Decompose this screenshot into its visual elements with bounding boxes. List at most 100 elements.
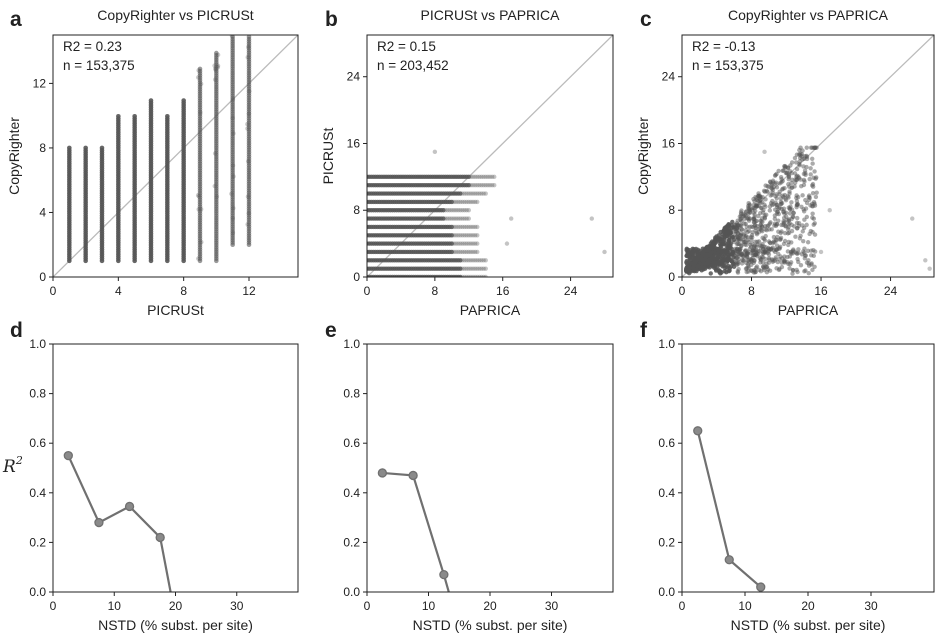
data-point — [794, 226, 800, 231]
axes-frame — [366, 34, 614, 278]
point-column — [165, 114, 170, 264]
data-point — [776, 267, 782, 273]
point-column — [148, 98, 154, 264]
data-point — [464, 274, 469, 277]
data-point — [750, 248, 755, 254]
data-point — [489, 174, 495, 180]
data-point — [786, 195, 791, 200]
data-point — [735, 231, 741, 236]
data-point — [468, 266, 474, 271]
data-point — [466, 174, 471, 180]
data-point — [801, 249, 806, 254]
y-tick-label: 24 — [662, 70, 676, 84]
data-point — [481, 266, 486, 271]
outlier-point — [509, 216, 514, 221]
data-point — [212, 63, 217, 68]
data-point — [684, 258, 690, 264]
data-point — [780, 187, 785, 192]
data-point — [744, 260, 749, 266]
data-point — [481, 258, 486, 263]
data-point — [483, 183, 488, 188]
axes-frame — [681, 343, 935, 593]
data-point — [810, 190, 816, 196]
data-point — [774, 243, 780, 248]
data-point — [734, 246, 740, 251]
x-tick-label: 0 — [364, 284, 371, 298]
axes-frame — [52, 34, 299, 278]
y-tick-label: 16 — [347, 136, 361, 150]
data-point — [181, 98, 186, 103]
outlier-point — [923, 258, 928, 263]
data-point — [735, 218, 740, 223]
data-point — [464, 266, 469, 271]
data-point — [708, 250, 714, 256]
data-point — [196, 194, 201, 199]
data-point — [772, 216, 778, 222]
data-point — [798, 145, 803, 150]
data-point — [445, 208, 450, 213]
data-point — [470, 199, 476, 205]
y-tick-label: 1.0 — [29, 337, 46, 351]
data-point — [453, 224, 459, 230]
y-axis-label: CopyRighter — [635, 117, 651, 195]
data-point — [791, 210, 796, 216]
data-point — [743, 235, 748, 240]
data-point — [794, 152, 800, 157]
data-point — [744, 209, 749, 214]
y-tick-label: 0.6 — [343, 436, 360, 450]
data-point — [462, 191, 467, 196]
data-point — [753, 239, 758, 245]
data-point — [466, 199, 471, 205]
data-point — [487, 174, 493, 180]
y-tick-label: 0.2 — [658, 535, 675, 549]
data-point — [730, 261, 736, 266]
data-point — [464, 258, 469, 263]
panel-label-d: d — [10, 319, 23, 342]
data-point — [718, 248, 724, 253]
data-point — [451, 249, 457, 255]
data-point — [481, 174, 486, 180]
data-marker — [94, 517, 104, 528]
point-row — [367, 258, 488, 263]
x-axis-label: NSTD (% subst. per site) — [413, 617, 568, 633]
data-point — [728, 264, 734, 269]
data-point — [453, 216, 459, 221]
data-point — [451, 208, 457, 213]
data-point — [776, 211, 781, 217]
data-point — [165, 114, 170, 119]
data-point — [787, 211, 793, 216]
data-point — [230, 163, 236, 168]
data-point — [702, 265, 707, 270]
data-point — [781, 209, 787, 214]
data-marker — [377, 468, 388, 478]
y-tick-label: 0.6 — [29, 436, 46, 450]
data-point — [466, 233, 471, 238]
data-point — [724, 260, 730, 265]
stats-annotation: n = 203,452 — [377, 58, 449, 73]
y-tick-label: 0 — [353, 270, 360, 284]
chart-title-a: CopyRighter vs PICRUSt — [97, 7, 253, 23]
data-point — [470, 249, 476, 255]
data-marker — [724, 555, 734, 565]
data-point — [764, 247, 769, 253]
data-point — [687, 248, 692, 253]
data-point — [449, 208, 455, 213]
data-point — [789, 185, 794, 190]
outlier-point — [504, 241, 510, 246]
data-point — [460, 199, 465, 205]
data-point — [443, 216, 448, 221]
data-point — [460, 224, 465, 230]
data-point — [451, 216, 457, 221]
point-row — [367, 174, 497, 180]
data-point — [246, 44, 251, 50]
data-point — [774, 192, 779, 197]
data-point — [451, 241, 457, 246]
data-point — [732, 222, 738, 228]
data-point — [762, 202, 767, 207]
data-point — [690, 261, 696, 266]
data-point — [783, 214, 789, 219]
data-point — [735, 270, 741, 275]
data-point — [483, 274, 488, 277]
data-point — [726, 252, 732, 258]
x-tick-label: 10 — [738, 599, 752, 613]
